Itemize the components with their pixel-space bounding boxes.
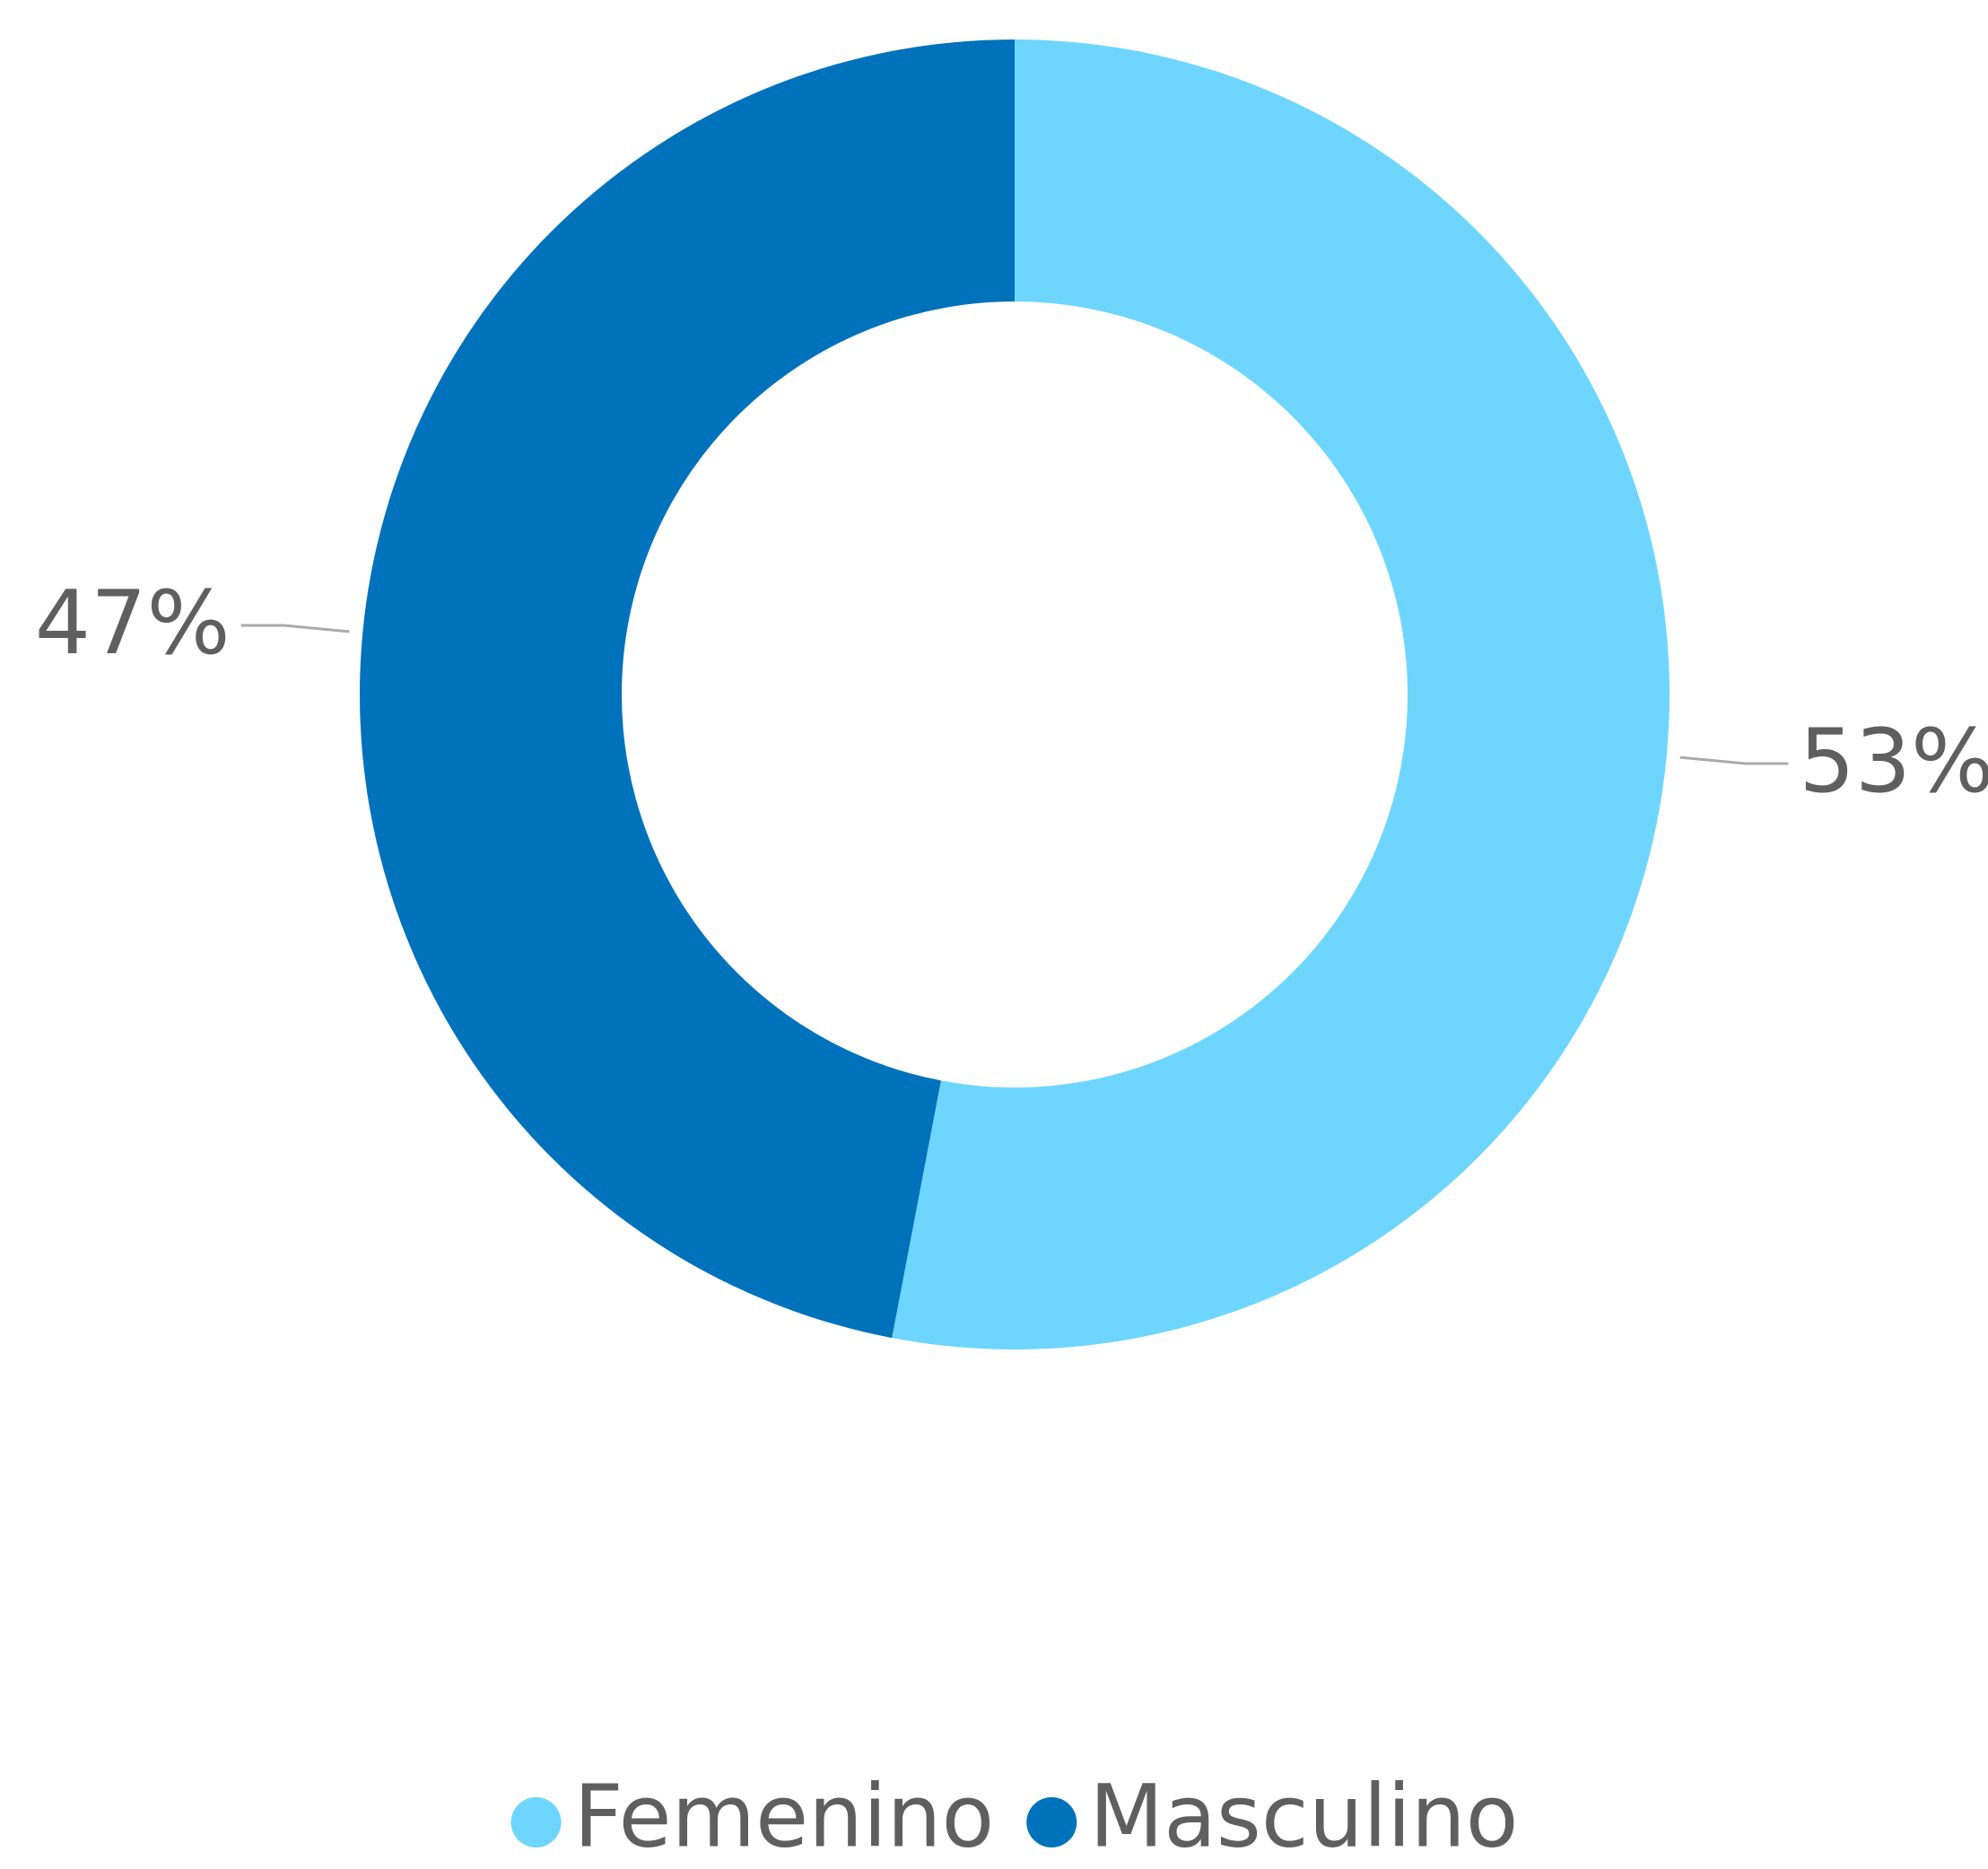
legend-marker — [510, 1797, 562, 1847]
donut-slice — [892, 39, 1670, 1349]
legend-label: Masculino — [1089, 1766, 1518, 1866]
leader-line — [240, 624, 350, 633]
data-label: 47% — [35, 572, 231, 675]
data-label: 53% — [1799, 711, 1988, 813]
legend-marker — [1026, 1797, 1077, 1847]
donut-slice — [359, 39, 1015, 1339]
legend-label: Femenino — [574, 1766, 995, 1866]
leader-line — [1679, 755, 1789, 765]
